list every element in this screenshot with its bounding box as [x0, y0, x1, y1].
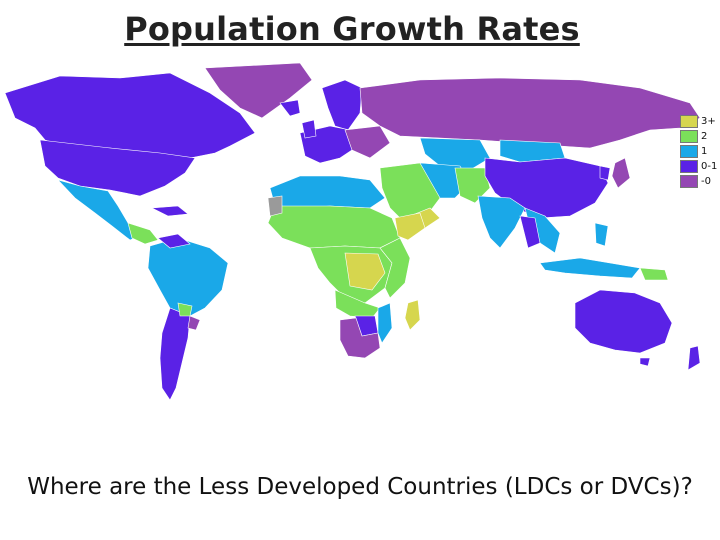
legend-item-3plus: 3+ — [680, 114, 720, 129]
legend-label: 2 — [701, 131, 708, 142]
map-legend: 3+ 2 1 0-1 -0 — [680, 114, 720, 189]
region-myanmar-thailand — [519, 215, 541, 249]
legend-label: -0 — [701, 176, 711, 187]
legend-swatch — [680, 115, 698, 128]
region-argentina — [159, 307, 191, 401]
region-horn-africa — [394, 212, 426, 241]
region-madagascar — [404, 299, 421, 331]
region-drc — [344, 252, 386, 291]
legend-item-2: 2 — [680, 129, 720, 144]
region-new-zealand — [687, 345, 701, 371]
legend-item-negative: -0 — [680, 174, 720, 189]
region-usa — [39, 139, 196, 197]
legend-item-0-1: 0-1 — [680, 159, 720, 174]
question-text: Where are the Less Developed Countries (… — [27, 474, 693, 500]
legend-label: 0-1 — [701, 161, 718, 172]
slide-title: Population Growth Rates — [124, 10, 580, 48]
region-pakistan-afghanistan — [454, 167, 491, 204]
legend-label: 1 — [701, 146, 708, 157]
region-canada — [4, 72, 256, 159]
region-russia — [359, 77, 701, 149]
world-map-svg — [4, 62, 701, 401]
region-east-africa — [379, 237, 411, 299]
region-indonesia — [539, 257, 641, 279]
region-central-america — [127, 222, 159, 245]
legend-swatch — [680, 145, 698, 158]
region-india — [477, 195, 526, 249]
region-papua — [639, 267, 669, 281]
region-uruguay — [187, 315, 201, 331]
legend-label: 3+ — [701, 116, 716, 127]
legend-swatch — [680, 175, 698, 188]
region-japan — [611, 157, 631, 189]
region-tasmania — [639, 357, 651, 367]
region-korea — [599, 165, 611, 181]
region-caribbean — [150, 205, 189, 217]
region-eastern-europe — [344, 125, 391, 159]
region-south-america-north — [147, 237, 229, 317]
legend-swatch — [680, 160, 698, 173]
region-sahel — [267, 205, 401, 249]
region-mozambique — [377, 302, 393, 344]
legend-swatch — [680, 130, 698, 143]
legend-item-1: 1 — [680, 144, 720, 159]
region-iceland-uk — [279, 99, 317, 139]
region-west-africa-gray — [267, 195, 283, 217]
region-australia — [574, 289, 673, 354]
region-scandinavia — [321, 79, 363, 131]
world-map — [0, 58, 720, 408]
region-venezuela-guyana — [157, 233, 191, 249]
region-southern-africa — [339, 317, 381, 359]
region-philippines — [594, 222, 609, 247]
region-paraguay — [177, 302, 193, 317]
region-greenland — [204, 62, 313, 119]
region-north-africa — [269, 175, 386, 209]
